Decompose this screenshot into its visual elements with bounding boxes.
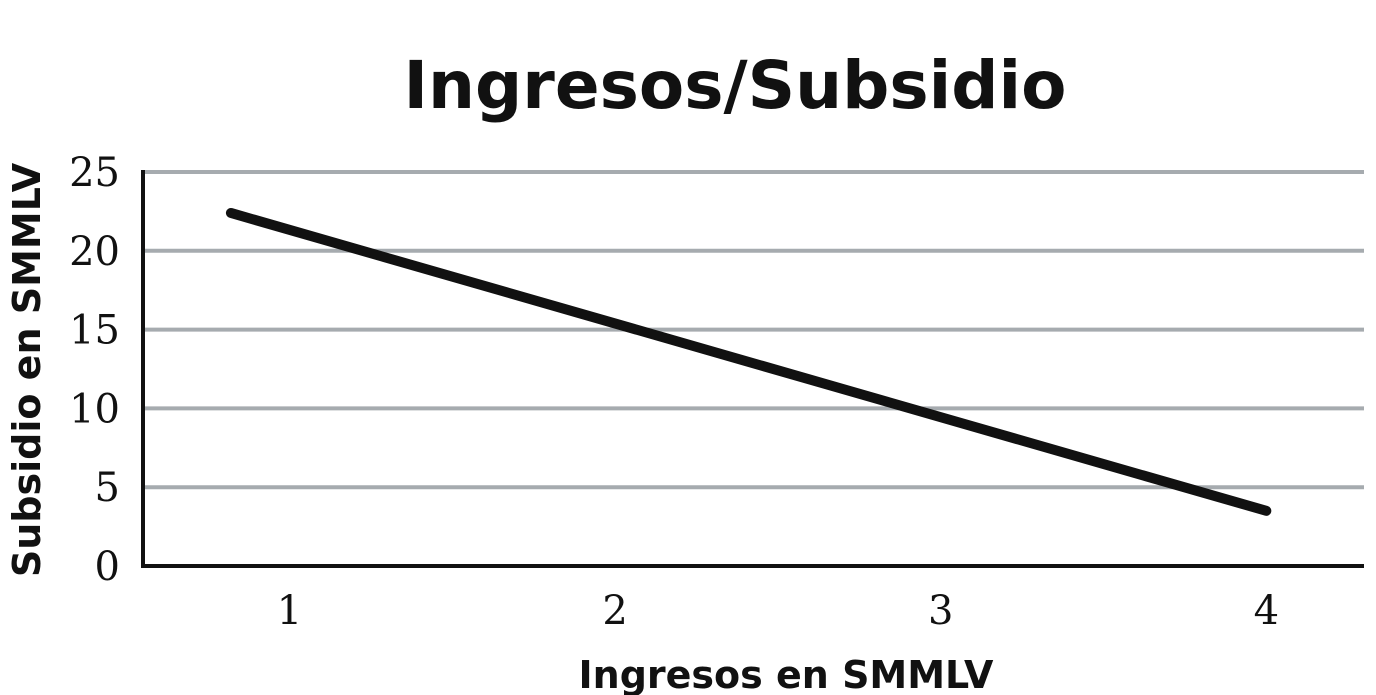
chart-title: Ingresos/Subsidio [404, 47, 1067, 124]
x-tick-label-3: 3 [928, 588, 953, 634]
y-axis-label: Subsidio en SMMLV [5, 162, 49, 577]
x-axis-label: Ingresos en SMMLV [579, 653, 995, 695]
x-tick-label-1: 1 [277, 588, 302, 634]
series-group [225, 207, 1272, 516]
y-tick-label-10: 10 [69, 386, 120, 432]
y-tick-label-20: 20 [69, 229, 120, 275]
series-line-1 [225, 207, 1272, 516]
y-tick-label-25: 25 [69, 150, 120, 196]
y-axis-ticks: 0 5 10 15 20 25 [69, 150, 120, 590]
y-tick-label-0: 0 [95, 544, 120, 590]
x-tick-label-2: 2 [602, 588, 627, 634]
y-tick-label-5: 5 [95, 465, 120, 511]
grid-lines [143, 170, 1364, 490]
y-tick-label-15: 15 [69, 308, 120, 354]
x-tick-label-4: 4 [1254, 588, 1279, 634]
x-axis-ticks: 1 2 3 4 [277, 588, 1279, 634]
